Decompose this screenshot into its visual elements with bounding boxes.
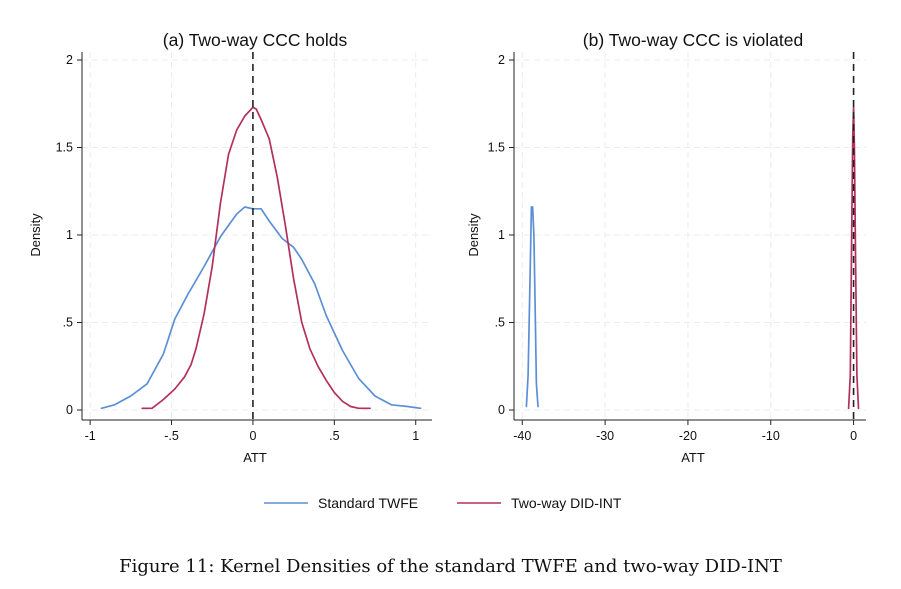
panel-b-ytick-label-1: .5 [495, 316, 505, 330]
panel-a: (a) Two-way CCC holds 0.511.52-1 -.5 0.5 1 … [28, 30, 432, 465]
figure-caption: Figure 11: Kernel Densities of the stand… [119, 556, 782, 577]
panel-b-xtick-label-0: -40 [513, 429, 531, 443]
panel-a-xlabel: ATT [243, 450, 267, 465]
panel-b-xtick-label-1: -30 [596, 429, 614, 443]
panel-b-title: (b) Two-way CCC is violated [583, 30, 803, 50]
panel-b-xtick-label-2: -20 [679, 429, 697, 443]
panel-b-ytick-label-0: 0 [498, 403, 505, 417]
panel-a-xtick-label-1: -.5 [164, 429, 179, 443]
panel-b-axes: 0 .5 1 1.5 2 -40 -30 -20 -10 0 [488, 52, 866, 443]
figure-chart-area: (a) Two-way CCC holds 0.511.52-1 -.5 0.5 1 … [28, 30, 866, 511]
panel-b-series-two-way-did-int [847, 106, 860, 410]
panel-a-xtick-label-3: .5 [329, 429, 339, 443]
panel-a-curves [100, 52, 422, 420]
legend-label-standard-twfe: Standard TWFE [318, 495, 418, 511]
panel-a-xtick-label-4: 1 [412, 429, 419, 443]
panel-a-ytick-label-0: 0 [66, 403, 73, 417]
panel-b-ylabel: Density [466, 213, 481, 257]
panel-a-ylabel: Density [28, 213, 43, 257]
panel-b-grid [514, 52, 866, 420]
panel-b-ytick-label-4: 2 [498, 53, 505, 67]
panel-a-ytick-label-3: 1.5 [56, 141, 73, 155]
panel-b-ytick-label-2: 1 [498, 228, 505, 242]
panel-a-ytick-label-4: 2 [66, 53, 73, 67]
panel-a-axes: 0 .5 1 1.5 2 -1 -.5 0 .5 1 [56, 52, 432, 443]
panel-b: (b) Two-way CCC is violated 0 .5 1 1.5 2 -40 -… [466, 30, 866, 465]
panel-a-series-standard-twfe [100, 206, 422, 410]
panel-b-ytick-label-3: 1.5 [488, 141, 505, 155]
legend-label-two-way-did-int: Two-way DID-INT [511, 495, 622, 511]
panel-a-ytick-label-2: 1 [66, 228, 73, 242]
panel-b-xtick-label-3: -10 [762, 429, 780, 443]
legend: Standard TWFE Two-way DID-INT [264, 495, 622, 511]
panel-b-curves [525, 52, 860, 420]
panel-a-grid [82, 52, 432, 420]
panel-a-ytick-label-1: .5 [63, 316, 73, 330]
panel-a-xtick-label-2: 0 [249, 429, 256, 443]
panel-a-title: (a) Two-way CCC holds [163, 30, 348, 50]
panel-b-xlabel: ATT [681, 450, 705, 465]
panel-a-xtick-label-0: -1 [85, 429, 96, 443]
panel-b-xtick-label-4: 0 [850, 429, 857, 443]
panel-a-series-two-way-did-int [141, 106, 371, 410]
panel-b-series-standard-twfe [525, 206, 539, 408]
